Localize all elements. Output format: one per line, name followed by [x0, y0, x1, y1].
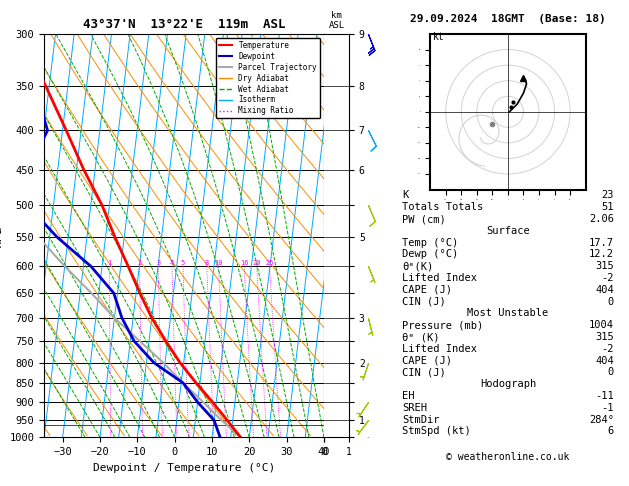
Text: 315: 315: [595, 261, 614, 271]
Text: StmSpd (kt): StmSpd (kt): [402, 427, 470, 436]
X-axis label: Dewpoint / Temperature (°C): Dewpoint / Temperature (°C): [93, 463, 275, 473]
Text: 12.2: 12.2: [589, 249, 614, 260]
Text: LCL: LCL: [324, 420, 339, 429]
Text: -11: -11: [595, 391, 614, 401]
Text: Most Unstable: Most Unstable: [467, 309, 548, 318]
Text: 0: 0: [608, 296, 614, 307]
Text: Lifted Index: Lifted Index: [402, 344, 477, 354]
Text: 29.09.2024  18GMT  (Base: 18): 29.09.2024 18GMT (Base: 18): [410, 14, 606, 24]
Text: CIN (J): CIN (J): [402, 367, 445, 378]
Text: 5: 5: [181, 260, 185, 266]
Text: 8: 8: [204, 260, 209, 266]
Text: 23: 23: [601, 191, 614, 200]
Y-axis label: hPa: hPa: [0, 225, 4, 247]
Text: CAPE (J): CAPE (J): [402, 285, 452, 295]
Title: 43°37'N  13°22'E  119m  ASL: 43°37'N 13°22'E 119m ASL: [83, 18, 285, 32]
Text: EH: EH: [402, 391, 415, 401]
Text: 2.06: 2.06: [589, 214, 614, 224]
Text: © weatheronline.co.uk: © weatheronline.co.uk: [446, 452, 570, 462]
Text: 1004: 1004: [589, 320, 614, 330]
Text: CAPE (J): CAPE (J): [402, 356, 452, 365]
Text: StmDir: StmDir: [402, 415, 439, 425]
Text: 17.7: 17.7: [589, 238, 614, 248]
Text: -1: -1: [601, 403, 614, 413]
Text: Pressure (mb): Pressure (mb): [402, 320, 483, 330]
Legend: Temperature, Dewpoint, Parcel Trajectory, Dry Adiabat, Wet Adiabat, Isotherm, Mi: Temperature, Dewpoint, Parcel Trajectory…: [216, 38, 320, 119]
Text: Totals Totals: Totals Totals: [402, 202, 483, 212]
Text: 2: 2: [137, 260, 142, 266]
Text: km
ASL: km ASL: [328, 11, 345, 30]
Text: 25: 25: [265, 260, 274, 266]
Text: 51: 51: [601, 202, 614, 212]
Text: 1: 1: [107, 260, 111, 266]
Text: 0: 0: [608, 367, 614, 378]
Text: 3: 3: [156, 260, 160, 266]
Text: kt: kt: [433, 32, 445, 42]
Text: 404: 404: [595, 285, 614, 295]
Text: SREH: SREH: [402, 403, 426, 413]
Text: 20: 20: [252, 260, 261, 266]
Text: K: K: [402, 191, 408, 200]
Text: θᵉ(K): θᵉ(K): [402, 261, 433, 271]
Text: Surface: Surface: [486, 226, 530, 236]
Text: Dewp (°C): Dewp (°C): [402, 249, 458, 260]
Text: CIN (J): CIN (J): [402, 296, 445, 307]
Text: θᵉ (K): θᵉ (K): [402, 332, 439, 342]
Text: Temp (°C): Temp (°C): [402, 238, 458, 248]
Text: 315: 315: [595, 332, 614, 342]
Text: Lifted Index: Lifted Index: [402, 273, 477, 283]
Text: 6: 6: [608, 427, 614, 436]
Text: Hodograph: Hodograph: [480, 379, 536, 389]
Text: -2: -2: [601, 273, 614, 283]
Text: 284°: 284°: [589, 415, 614, 425]
Text: 10: 10: [214, 260, 223, 266]
Text: 16: 16: [240, 260, 248, 266]
Text: -2: -2: [601, 344, 614, 354]
Text: PW (cm): PW (cm): [402, 214, 445, 224]
Text: 4: 4: [170, 260, 174, 266]
Text: 404: 404: [595, 356, 614, 365]
